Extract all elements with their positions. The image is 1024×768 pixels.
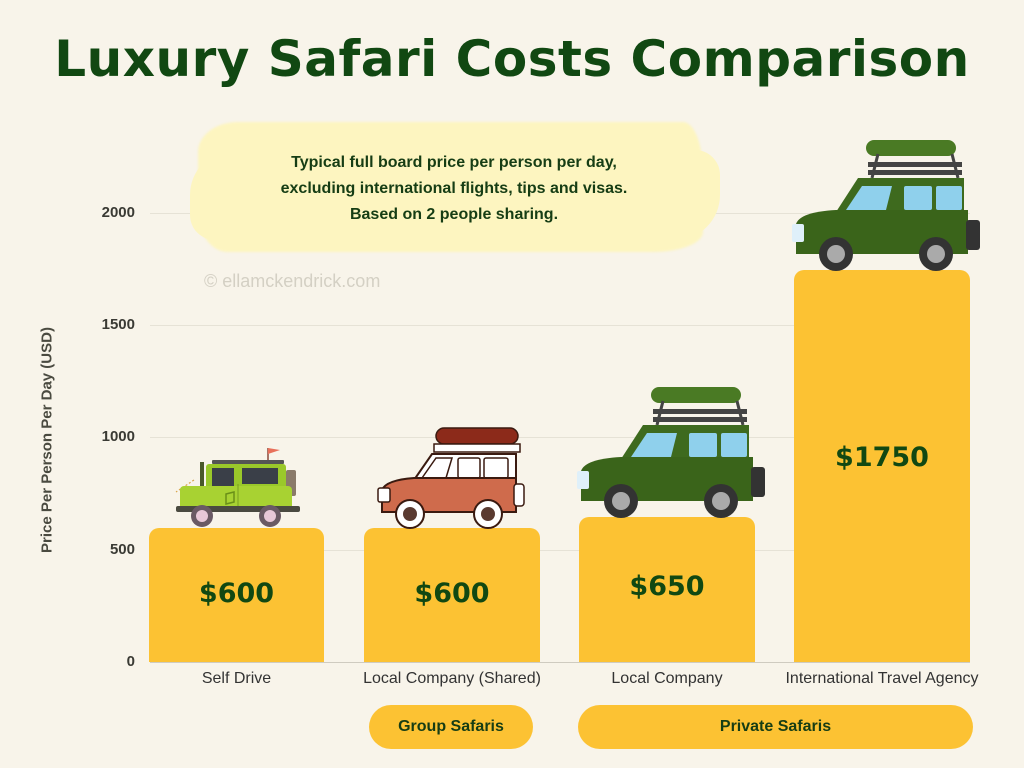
gridline-500 [150,550,970,551]
x-axis-baseline [150,662,970,663]
chart-note: Typical full board price per person per … [280,154,628,223]
bar-local-company-shared: $600 [364,528,540,662]
chart-title: Luxury Safari Costs Comparison [54,30,970,88]
x-label-local-company: Local Company [611,670,723,687]
x-label-self-drive: Self Drive [201,670,272,687]
bar-value-label: $600 [198,578,275,609]
bar-international-travel-agency: $1750 [794,270,970,662]
y-tick-1500: 1500 [101,316,135,333]
bar-value-label: $1750 [835,442,929,473]
bar-value-label: $600 [414,578,490,609]
gridline-1000 [150,437,970,438]
x-label-local-company-shared: Local Company (Shared) [363,670,541,687]
y-tick-500: 500 [109,541,135,558]
private-safaris-pill: Private Safaris [578,705,973,749]
bar-self-drive: $600 [149,528,324,662]
y-axis-label: Price Per Person Per Day (USD) [38,327,56,553]
gridline-1500 [150,325,970,326]
note-highlight-stroke [190,150,720,240]
green-safari-land-cruiser-icon [577,387,765,518]
green-safari-land-cruiser-icon [792,140,980,271]
watermark: © ellamckendrick.com [204,271,381,291]
bar-local-company: $650 [579,517,755,662]
x-label-international-travel-agency: International Travel Agency [785,670,979,687]
group-safaris-pill: Group Safaris [369,705,533,749]
orange-white-suv-icon [377,427,525,529]
lime-green-jeep-icon [175,448,300,527]
bar-value-label: $650 [629,571,705,602]
y-tick-1000: 1000 [101,428,135,445]
y-tick-0: 0 [126,653,135,670]
y-tick-2000: 2000 [101,204,135,221]
